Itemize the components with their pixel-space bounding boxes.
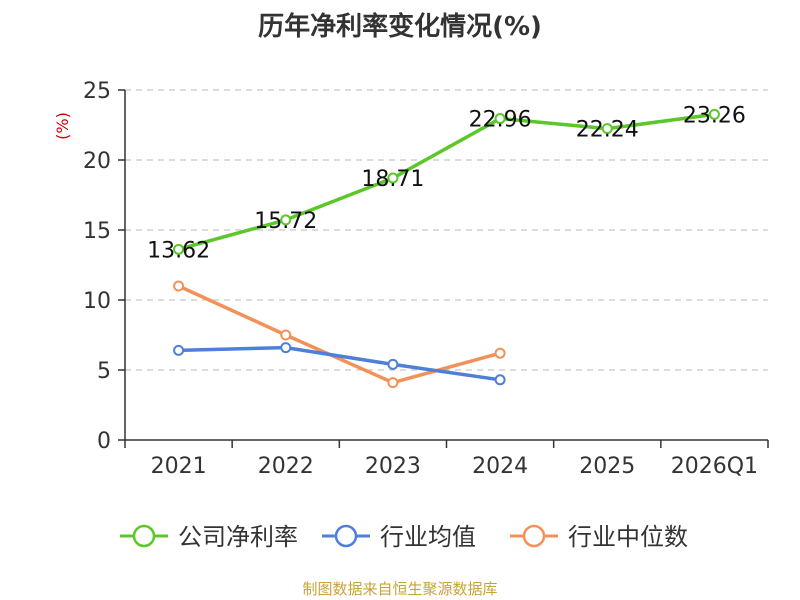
- point-s2-2023: [387, 377, 399, 389]
- data-labels: 13.62 15.72 18.71 22.96 22.24 23.26: [147, 103, 746, 263]
- grid-lines: [125, 89, 768, 371]
- data-label-2022: 15.72: [254, 209, 317, 234]
- chart-title: 历年净利率变化情况(%): [258, 12, 542, 42]
- point-s0-2025: [601, 123, 613, 135]
- source-note: 制图数据来自恒生聚源数据库: [302, 580, 498, 598]
- y-tick-label-20: 20: [83, 149, 111, 174]
- y-tick-label-10: 10: [83, 289, 111, 314]
- y-tick-label-5: 5: [97, 359, 111, 384]
- legend-label-2: 行业中位数: [568, 523, 688, 551]
- x-tick-label-2021: 2021: [151, 454, 207, 479]
- y-tick-label-15: 15: [83, 219, 111, 244]
- data-label-2023: 18.71: [361, 167, 424, 192]
- data-label-2021: 13.62: [147, 238, 210, 263]
- point-s1-2023: [387, 358, 399, 370]
- legend-marker-0: [132, 524, 156, 548]
- legend-label-0: 公司净利率: [178, 523, 298, 551]
- data-label-2024: 22.96: [469, 108, 532, 133]
- point-s2-2022: [280, 329, 292, 341]
- y-tick-label-25: 25: [83, 79, 111, 104]
- x-tick-label-2022: 2022: [258, 454, 314, 479]
- point-s0-2021: [173, 243, 185, 255]
- y-axis-unit-label: (%): [53, 112, 72, 140]
- point-s0-2026Q1: [708, 108, 720, 120]
- y-tick-label-0: 0: [97, 429, 111, 454]
- point-s0-2023: [387, 172, 399, 184]
- data-label-2025: 22.24: [576, 118, 639, 143]
- x-tick-label-2025: 2025: [579, 454, 635, 479]
- point-s1-2022: [280, 342, 292, 354]
- legend: 公司净利率 行业均值 行业中位数: [120, 523, 688, 551]
- x-tick-label-2024: 2024: [472, 454, 528, 479]
- series-line-1: [178, 345, 501, 382]
- legend-marker-1: [334, 524, 358, 548]
- point-s0-2024: [494, 113, 506, 125]
- series: [173, 108, 720, 389]
- point-s2-2021: [173, 280, 185, 292]
- x-tick-label-2026Q1: 2026Q1: [671, 454, 758, 479]
- point-s0-2022: [280, 214, 292, 226]
- point-s2-2024: [494, 347, 506, 359]
- series-line-2: [177, 284, 501, 385]
- point-s1-2024: [494, 374, 506, 386]
- legend-label-1: 行业均值: [380, 523, 476, 551]
- data-label-2026Q1: 23.26: [683, 103, 746, 128]
- series-line-0: [178, 112, 715, 252]
- x-tick-label-2023: 2023: [365, 454, 421, 479]
- point-s1-2021: [173, 344, 185, 356]
- legend-marker-2: [522, 524, 546, 548]
